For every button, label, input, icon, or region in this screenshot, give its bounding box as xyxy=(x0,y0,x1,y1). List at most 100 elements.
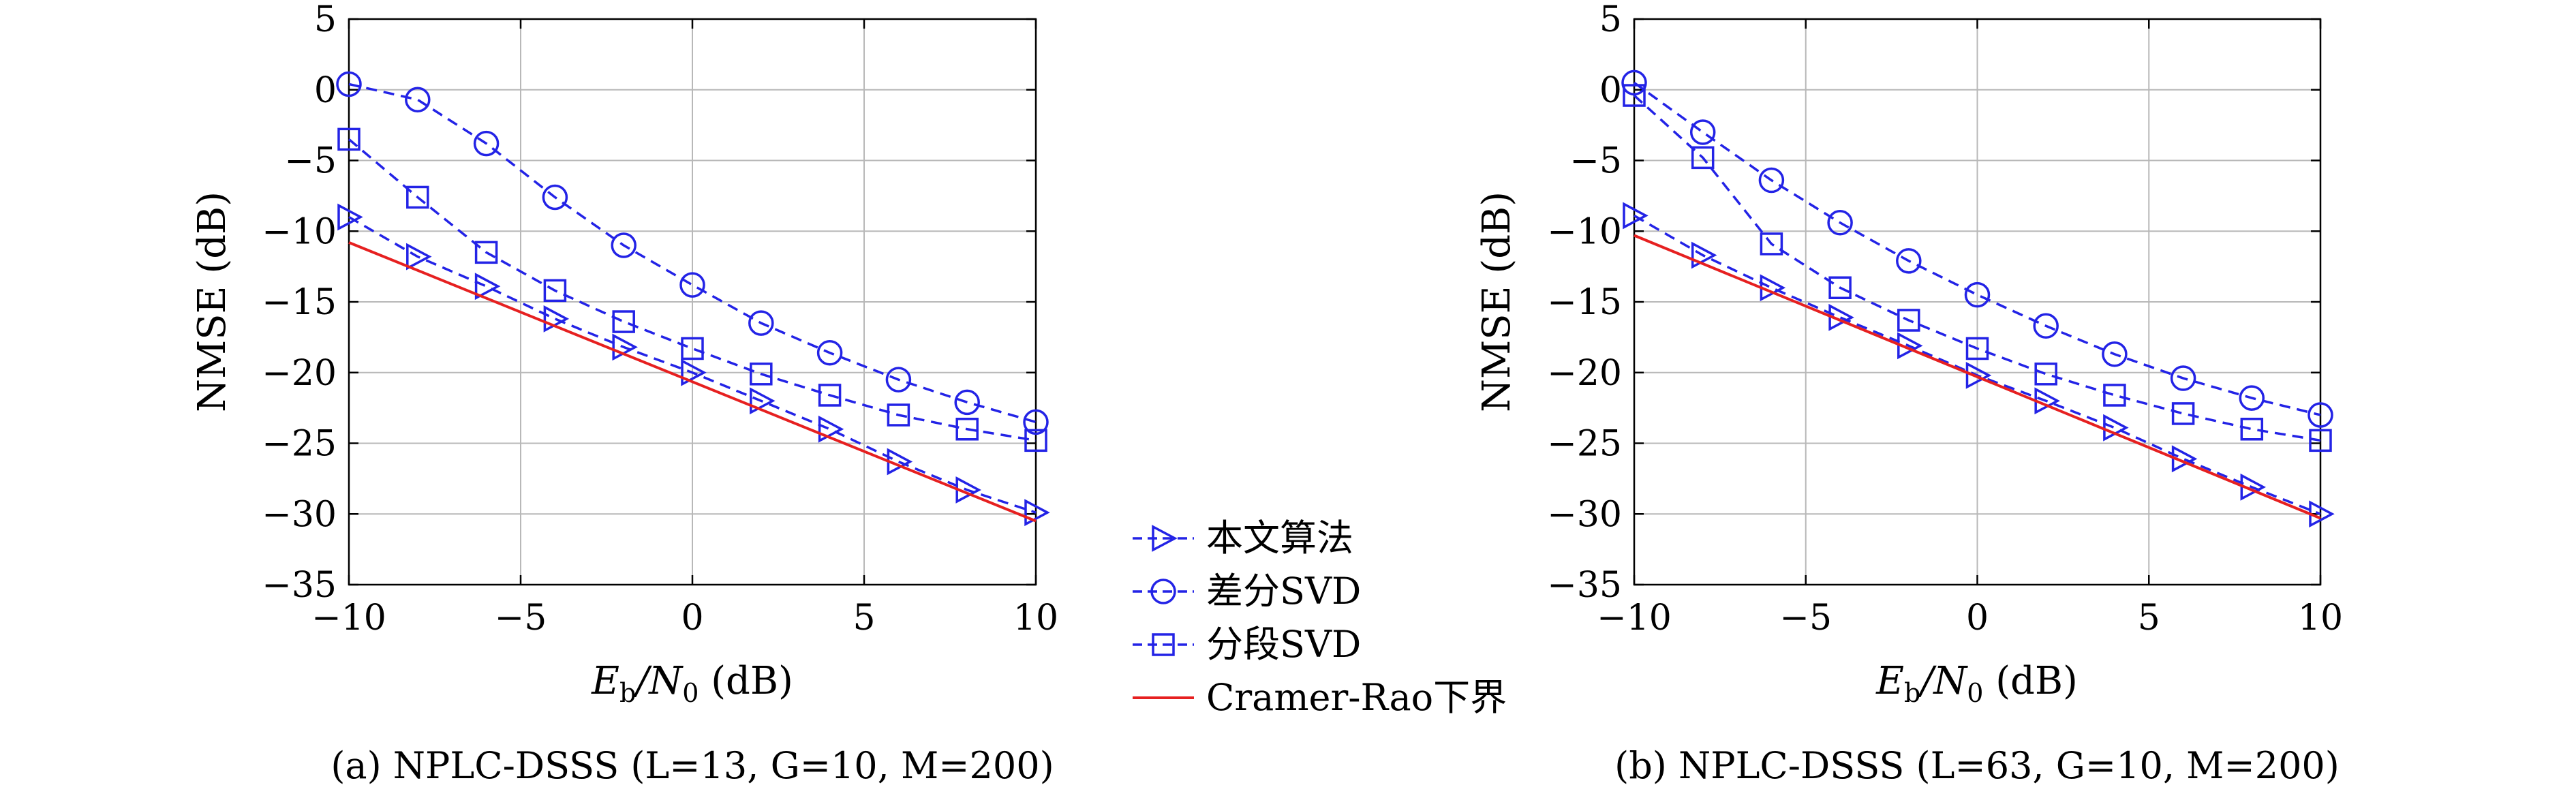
legend-label: 差分SVD xyxy=(1206,570,1361,613)
square-marker xyxy=(1897,309,1920,332)
square-marker xyxy=(2240,418,2264,441)
circle-marker xyxy=(748,310,774,336)
series-line xyxy=(348,138,1037,442)
y-tick-label: 5 xyxy=(1599,0,1622,40)
square-marker xyxy=(681,337,704,360)
legend-label: Cramer-Rao下界 xyxy=(1206,676,1507,719)
x-tick-label: 0 xyxy=(681,598,703,639)
circle-marker xyxy=(1896,248,1922,274)
circle-marker xyxy=(2307,402,2333,428)
circle-marker xyxy=(611,232,637,258)
circle-marker xyxy=(816,339,843,366)
triangle-marker xyxy=(406,243,432,271)
square-marker xyxy=(1024,429,1047,452)
circle-marker xyxy=(405,87,431,113)
series-2 xyxy=(337,127,1047,452)
square-marker xyxy=(474,241,498,264)
y-tick-label: −5 xyxy=(1569,141,1622,182)
x-tick-label: −10 xyxy=(311,598,386,639)
triangle-marker xyxy=(681,358,707,386)
series-1 xyxy=(1621,70,2333,428)
y-tick-label: 0 xyxy=(1599,70,1622,111)
square-marker xyxy=(337,127,361,151)
triangle-marker xyxy=(1691,241,1717,269)
square-marker xyxy=(2171,402,2195,425)
circle-marker xyxy=(679,272,705,298)
circle-marker xyxy=(2239,385,2265,411)
square-marker xyxy=(543,279,567,303)
circle-marker xyxy=(1964,281,1991,308)
circle-marker xyxy=(1150,579,1176,604)
circle-marker xyxy=(336,71,362,97)
series-line xyxy=(1634,234,2321,520)
square-marker xyxy=(1623,84,1646,107)
square-marker xyxy=(2034,363,2057,386)
circle-marker xyxy=(1758,167,1785,194)
x-tick-label: 10 xyxy=(1013,598,1058,639)
circle-marker xyxy=(885,367,912,393)
x-tick-label: −5 xyxy=(495,598,547,639)
x-tick-label: −10 xyxy=(1597,598,1672,639)
x-tick-label: 5 xyxy=(2138,598,2160,639)
triangle-marker xyxy=(543,305,570,333)
square-marker xyxy=(818,384,842,407)
triangle-marker xyxy=(1024,499,1050,527)
triangle-marker xyxy=(1152,525,1178,552)
y-tick-label: −25 xyxy=(1547,424,1622,465)
square-marker xyxy=(612,310,635,333)
y-tick-label: −25 xyxy=(262,424,337,465)
panel-caption: (a) NPLC-DSSS (L=13, G=10, M=200) xyxy=(331,744,1054,787)
triangle-marker xyxy=(750,387,776,415)
square-marker xyxy=(750,363,773,386)
x-axis-label: Eb/N0 (dB) xyxy=(1875,659,2078,708)
square-marker xyxy=(1691,146,1715,170)
series-line xyxy=(1633,94,2321,442)
square-marker xyxy=(2309,429,2332,452)
y-tick-label: −35 xyxy=(262,565,337,606)
y-axis-label: NMSE (dB) xyxy=(1475,191,1519,412)
circle-marker xyxy=(1827,210,1853,236)
y-tick-label: −10 xyxy=(1547,211,1622,252)
square-marker xyxy=(887,403,910,427)
circle-marker xyxy=(2170,365,2196,391)
series-1 xyxy=(336,71,1049,435)
square-marker xyxy=(1152,633,1175,656)
circle-marker xyxy=(2033,313,2059,339)
triangle-marker xyxy=(337,203,363,231)
series-line xyxy=(348,82,1037,424)
y-tick-label: −20 xyxy=(1547,353,1622,394)
series-3 xyxy=(348,241,1037,523)
x-tick-label: −5 xyxy=(1779,598,1832,639)
square-marker xyxy=(1760,232,1783,256)
square-marker xyxy=(1965,337,1989,360)
y-tick-label: −30 xyxy=(1547,494,1622,535)
square-marker xyxy=(406,185,429,209)
y-tick-label: −20 xyxy=(262,353,337,394)
y-tick-label: 0 xyxy=(314,70,337,111)
y-tick-label: −35 xyxy=(1547,565,1622,606)
legend-entry: Cramer-Rao下界 xyxy=(1133,676,1507,719)
series-line xyxy=(348,215,1037,514)
circle-marker xyxy=(473,130,500,157)
circle-marker xyxy=(2102,341,2128,367)
y-tick-label: −30 xyxy=(262,494,337,535)
x-tick-label: 0 xyxy=(1966,598,1989,639)
triangle-marker xyxy=(474,273,501,301)
y-tick-label: −15 xyxy=(1547,282,1622,323)
x-axis-label: Eb/N0 (dB) xyxy=(591,659,793,708)
triangle-marker xyxy=(1965,361,1992,389)
circle-marker xyxy=(954,389,980,416)
series-2 xyxy=(1623,84,2332,452)
circle-marker xyxy=(1023,409,1049,435)
y-tick-label: −5 xyxy=(284,141,337,182)
grid xyxy=(348,18,1037,585)
legend-label: 本文算法 xyxy=(1206,517,1353,559)
legend-entry: 分段SVD xyxy=(1133,623,1361,666)
square-marker xyxy=(1828,276,1852,299)
chart-panel-a: −10 −5 0 5 10 5 0 −5 −10 −15 −20 −25 −30 −35 Eb/N0 (dB… xyxy=(190,0,1058,787)
y-tick-label: 5 xyxy=(314,0,337,40)
y-axis-label: NMSE (dB) xyxy=(190,191,234,412)
legend-entry: 本文算法 xyxy=(1133,517,1353,559)
